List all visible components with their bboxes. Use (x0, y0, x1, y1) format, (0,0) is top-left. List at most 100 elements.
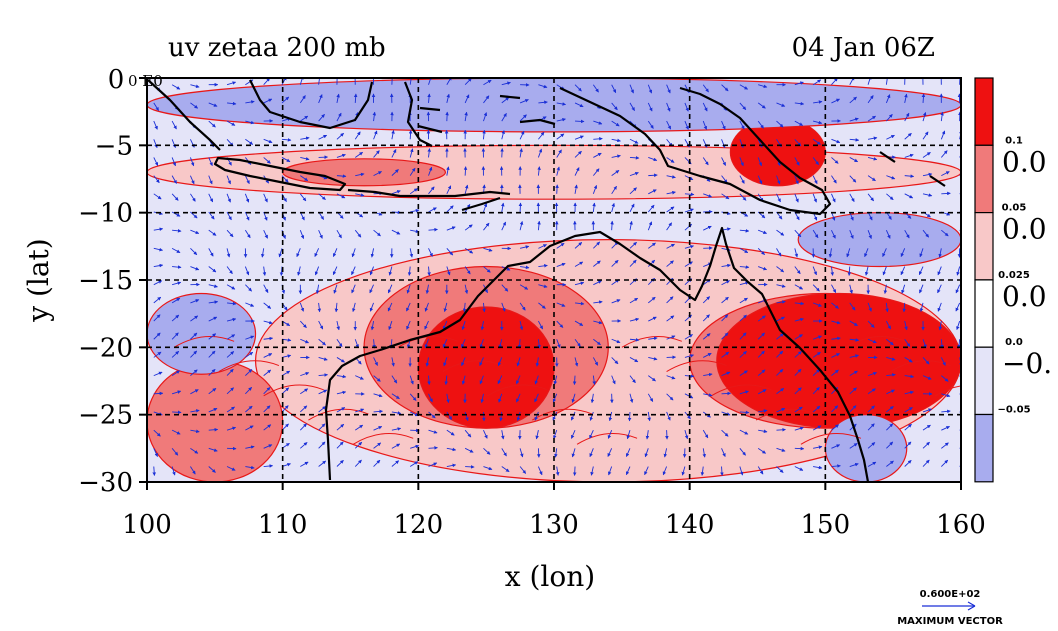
wind-vector (190, 266, 200, 271)
wind-vector (592, 375, 596, 385)
wind-vector (501, 130, 505, 140)
wind-vector (501, 81, 511, 86)
wind-vector (629, 393, 634, 403)
wind-vector (592, 357, 599, 366)
wind-vector (867, 442, 876, 449)
wind-vector (629, 338, 640, 342)
wind-vector (333, 284, 338, 294)
wind-vector (427, 375, 431, 386)
wind-vector (867, 338, 877, 344)
wind-vector (867, 115, 876, 122)
wind-vector (831, 157, 839, 164)
wind-vector (391, 375, 398, 384)
wind-vector (409, 461, 419, 467)
colorbar-value-label: 0.0 (1002, 213, 1047, 246)
wind-vector (208, 350, 216, 358)
wind-vector (171, 84, 181, 90)
wind-vector (574, 261, 584, 267)
wind-vector (171, 429, 181, 435)
wind-vector (501, 466, 510, 473)
wind-vector (332, 248, 338, 258)
wind-vector (354, 339, 359, 349)
wind-vector (314, 266, 320, 276)
wind-vector (353, 93, 358, 103)
wind-vector (281, 405, 289, 413)
wind-vector (739, 175, 745, 184)
wind-vector (354, 229, 362, 238)
wind-vector (648, 336, 658, 341)
wind-vector (904, 153, 914, 158)
wind-vector (410, 411, 419, 417)
wind-vector (629, 317, 640, 322)
wind-vector (554, 448, 558, 458)
wind-vector (831, 302, 839, 309)
wind-vector (391, 443, 401, 449)
wind-vector (226, 101, 237, 106)
wind-vector (666, 243, 675, 249)
wind-vector (336, 93, 340, 104)
contour-line (352, 433, 414, 445)
wind-vector (739, 314, 747, 322)
wind-vector (904, 320, 908, 331)
wind-vector (483, 466, 493, 471)
wind-vector (758, 229, 767, 234)
wind-vector (498, 393, 503, 403)
x-tick-label: 160 (936, 510, 986, 540)
wind-vector (153, 120, 158, 130)
wind-vector (794, 229, 802, 238)
wind-vector (574, 242, 583, 249)
wind-vector (351, 284, 356, 294)
field-region (147, 78, 961, 133)
wind-vector (794, 266, 801, 275)
wind-vector (830, 266, 835, 276)
wind-vector (812, 369, 820, 376)
wind-vector (812, 302, 822, 307)
wind-vector (300, 461, 309, 467)
wind-vector (556, 166, 560, 176)
wind-vector (684, 354, 695, 358)
wind-vector (190, 229, 200, 235)
x-tick-label: 150 (801, 510, 851, 540)
wind-vector (739, 102, 747, 110)
wind-vector (244, 211, 250, 221)
wind-vector (812, 284, 820, 292)
wind-vector (831, 229, 836, 239)
wind-vector (794, 120, 804, 126)
wind-vector (391, 393, 400, 400)
wind-vector (593, 120, 603, 125)
wind-vector (410, 444, 420, 449)
wind-vector (574, 184, 578, 194)
wind-vector (611, 102, 618, 111)
y-tick-label: −5 (95, 131, 133, 161)
wind-vector (611, 84, 617, 94)
wind-vector (446, 166, 450, 176)
wind-vector (501, 430, 505, 440)
wind-vector (757, 102, 766, 109)
wind-vector (684, 244, 694, 249)
wind-vector (794, 406, 803, 413)
coast-sumatra (147, 79, 221, 151)
wind-vector (574, 102, 584, 108)
wind-vector (153, 139, 158, 149)
wind-vector (153, 175, 160, 184)
wind-vector (208, 266, 217, 273)
wind-vector (940, 150, 948, 158)
wind-vector (406, 320, 411, 330)
wind-vector (721, 175, 728, 184)
wind-vector (208, 248, 214, 257)
wind-vector (886, 175, 896, 180)
wind-vector (776, 368, 784, 376)
wind-vector (885, 94, 891, 104)
wind-vector (299, 193, 307, 202)
wind-vector (336, 112, 342, 122)
y-axis-ticks: −5 −10 −15 −20 −25 −30 0 (78, 65, 147, 498)
wind-vector (153, 157, 159, 166)
wind-vector (867, 157, 878, 161)
wind-vector (479, 375, 484, 385)
wind-vector (300, 157, 310, 161)
wind-vector (846, 248, 851, 258)
colorbar-level-label: 0.0 (1005, 337, 1023, 348)
wind-vector (428, 462, 438, 467)
wind-vector (318, 193, 326, 200)
